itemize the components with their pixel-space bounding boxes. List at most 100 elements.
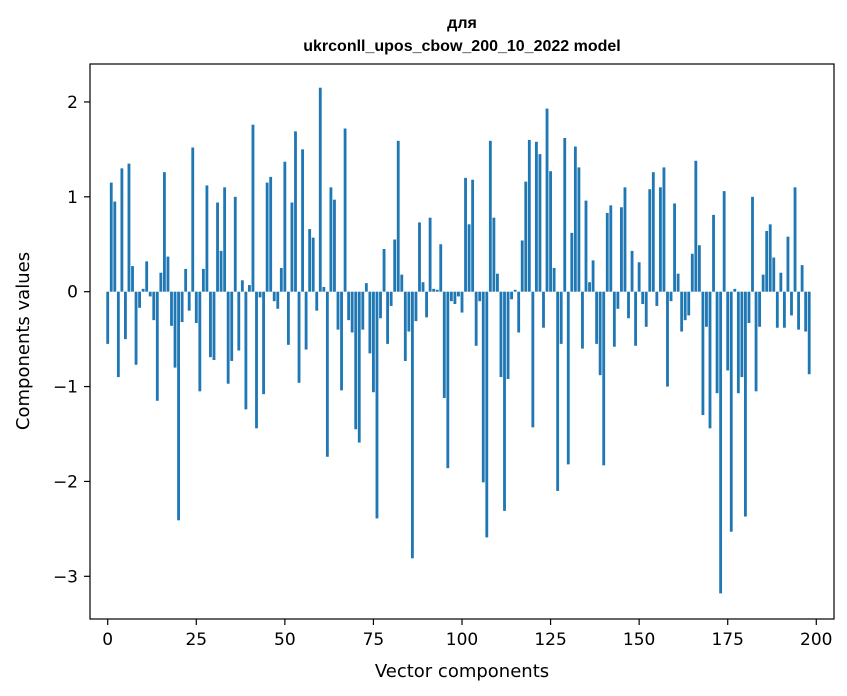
bar-40 xyxy=(248,285,251,292)
bar-186 xyxy=(765,230,769,292)
bar-44 xyxy=(262,291,266,395)
bar-145 xyxy=(620,207,623,292)
bar-5 xyxy=(124,291,127,340)
x-tick-label-100: 100 xyxy=(446,630,478,650)
bar-58 xyxy=(311,237,315,292)
bar-52 xyxy=(290,202,294,292)
bar-4 xyxy=(120,168,124,292)
bar-54 xyxy=(297,291,301,383)
bar-68 xyxy=(347,291,351,321)
bar-189 xyxy=(775,291,779,328)
bar-7 xyxy=(131,266,134,292)
bar-110 xyxy=(496,273,499,292)
bar-152 xyxy=(644,291,648,327)
bar-109 xyxy=(492,217,496,292)
chart-title-line-1: для xyxy=(447,15,477,32)
bar-22 xyxy=(184,268,188,292)
bar-90 xyxy=(425,291,428,318)
bar-171 xyxy=(712,214,715,292)
bar-55 xyxy=(301,149,304,292)
bar-47 xyxy=(272,291,276,302)
bar-182 xyxy=(751,196,754,292)
bar-80 xyxy=(389,291,393,306)
x-tick-label-50: 50 xyxy=(274,630,296,650)
bar-107 xyxy=(485,291,489,538)
bar-153 xyxy=(648,189,652,292)
bar-12 xyxy=(148,291,152,297)
bar-156 xyxy=(658,187,662,292)
bar-116 xyxy=(517,291,521,333)
bar-48 xyxy=(276,291,280,309)
bar-97 xyxy=(449,291,453,302)
bar-179 xyxy=(740,291,744,378)
bar-0 xyxy=(106,291,110,344)
bar-111 xyxy=(499,291,503,378)
bar-6 xyxy=(127,163,131,292)
bar-34 xyxy=(226,291,230,384)
bar-8 xyxy=(134,291,138,365)
bar-173 xyxy=(719,291,723,594)
bar-72 xyxy=(361,291,365,330)
bar-104 xyxy=(474,291,478,346)
bar-41 xyxy=(251,124,255,292)
x-tick-label-150: 150 xyxy=(623,630,655,650)
bar-194 xyxy=(793,187,797,292)
bar-17 xyxy=(166,256,170,292)
bar-73 xyxy=(364,283,368,292)
bar-11 xyxy=(145,261,149,292)
bar-18 xyxy=(170,291,173,326)
y-tick-label-2: 2 xyxy=(67,93,78,113)
bar-28 xyxy=(205,185,209,292)
bar-33 xyxy=(223,187,227,292)
bar-98 xyxy=(453,291,457,305)
x-tick-label-175: 175 xyxy=(711,630,743,650)
bar-133 xyxy=(577,167,581,292)
x-axis-label: Vector components xyxy=(375,661,549,682)
bar-135 xyxy=(584,200,588,292)
bar-151 xyxy=(641,291,645,305)
bar-30 xyxy=(212,291,216,360)
bar-100 xyxy=(460,291,464,313)
bar-195 xyxy=(797,291,800,330)
bar-50 xyxy=(283,161,287,292)
bar-75 xyxy=(372,291,375,393)
bar-155 xyxy=(655,291,659,306)
bar-69 xyxy=(350,291,354,333)
bar-38 xyxy=(240,280,244,292)
bar-61 xyxy=(322,286,326,292)
bar-142 xyxy=(609,205,613,292)
bar-74 xyxy=(368,291,372,354)
bar-191 xyxy=(782,291,786,328)
bar-42 xyxy=(255,291,258,429)
bar-192 xyxy=(786,236,790,292)
bar-197 xyxy=(804,291,808,332)
bar-177 xyxy=(733,288,737,292)
bar-88 xyxy=(418,222,421,292)
bar-92 xyxy=(432,288,436,292)
bar-175 xyxy=(726,291,730,371)
bar-187 xyxy=(768,224,772,292)
bar-193 xyxy=(790,291,793,316)
y-tick-label--1: −1 xyxy=(53,378,78,398)
bar-137 xyxy=(591,260,595,292)
bar-60 xyxy=(318,87,322,292)
bar-164 xyxy=(687,291,691,316)
bar-136 xyxy=(588,282,591,292)
bar-27 xyxy=(201,268,205,292)
bar-77 xyxy=(379,291,382,319)
bar-157 xyxy=(662,167,666,292)
bar-172 xyxy=(715,291,719,394)
bar-63 xyxy=(329,187,333,292)
bar-170 xyxy=(708,291,712,429)
bar-67 xyxy=(343,128,347,292)
x-tick-label-0: 0 xyxy=(102,630,113,650)
bar-102 xyxy=(467,224,471,292)
bar-35 xyxy=(230,291,234,361)
bar-1 xyxy=(109,182,113,292)
bar-78 xyxy=(382,249,386,292)
bar-165 xyxy=(690,253,694,292)
bar-118 xyxy=(524,181,528,292)
bar-123 xyxy=(542,291,545,328)
bar-159 xyxy=(669,291,673,302)
